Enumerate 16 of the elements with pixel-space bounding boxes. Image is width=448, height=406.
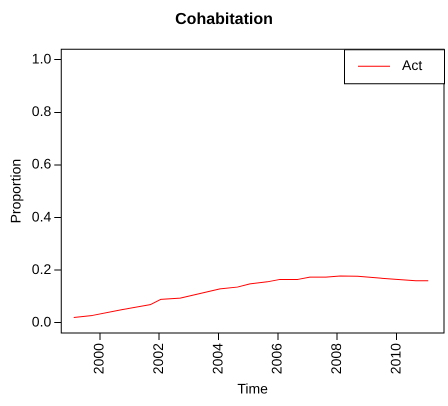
y-axis-title: Proportion — [7, 158, 24, 224]
legend-label: Act — [402, 57, 422, 74]
x-tick-label: 2004 — [209, 342, 226, 374]
x-axis-title: Time — [237, 380, 268, 396]
x-tick-label: 2008 — [328, 342, 344, 374]
y-tick-label: 0.4 — [32, 208, 52, 224]
x-tick-label: 2010 — [387, 342, 404, 374]
y-tick-label: 0.6 — [32, 156, 52, 172]
y-tick-label: 1.0 — [32, 50, 52, 67]
x-tick-label: 2000 — [90, 342, 107, 374]
y-tick-label: 0.2 — [32, 260, 52, 277]
y-tick-label: 0.8 — [32, 103, 52, 120]
y-tick-label: 0.0 — [32, 313, 52, 330]
chart-title: Cohabitation — [175, 11, 273, 28]
x-tick-label: 2002 — [150, 342, 166, 374]
x-tick-label: 2006 — [268, 342, 285, 374]
